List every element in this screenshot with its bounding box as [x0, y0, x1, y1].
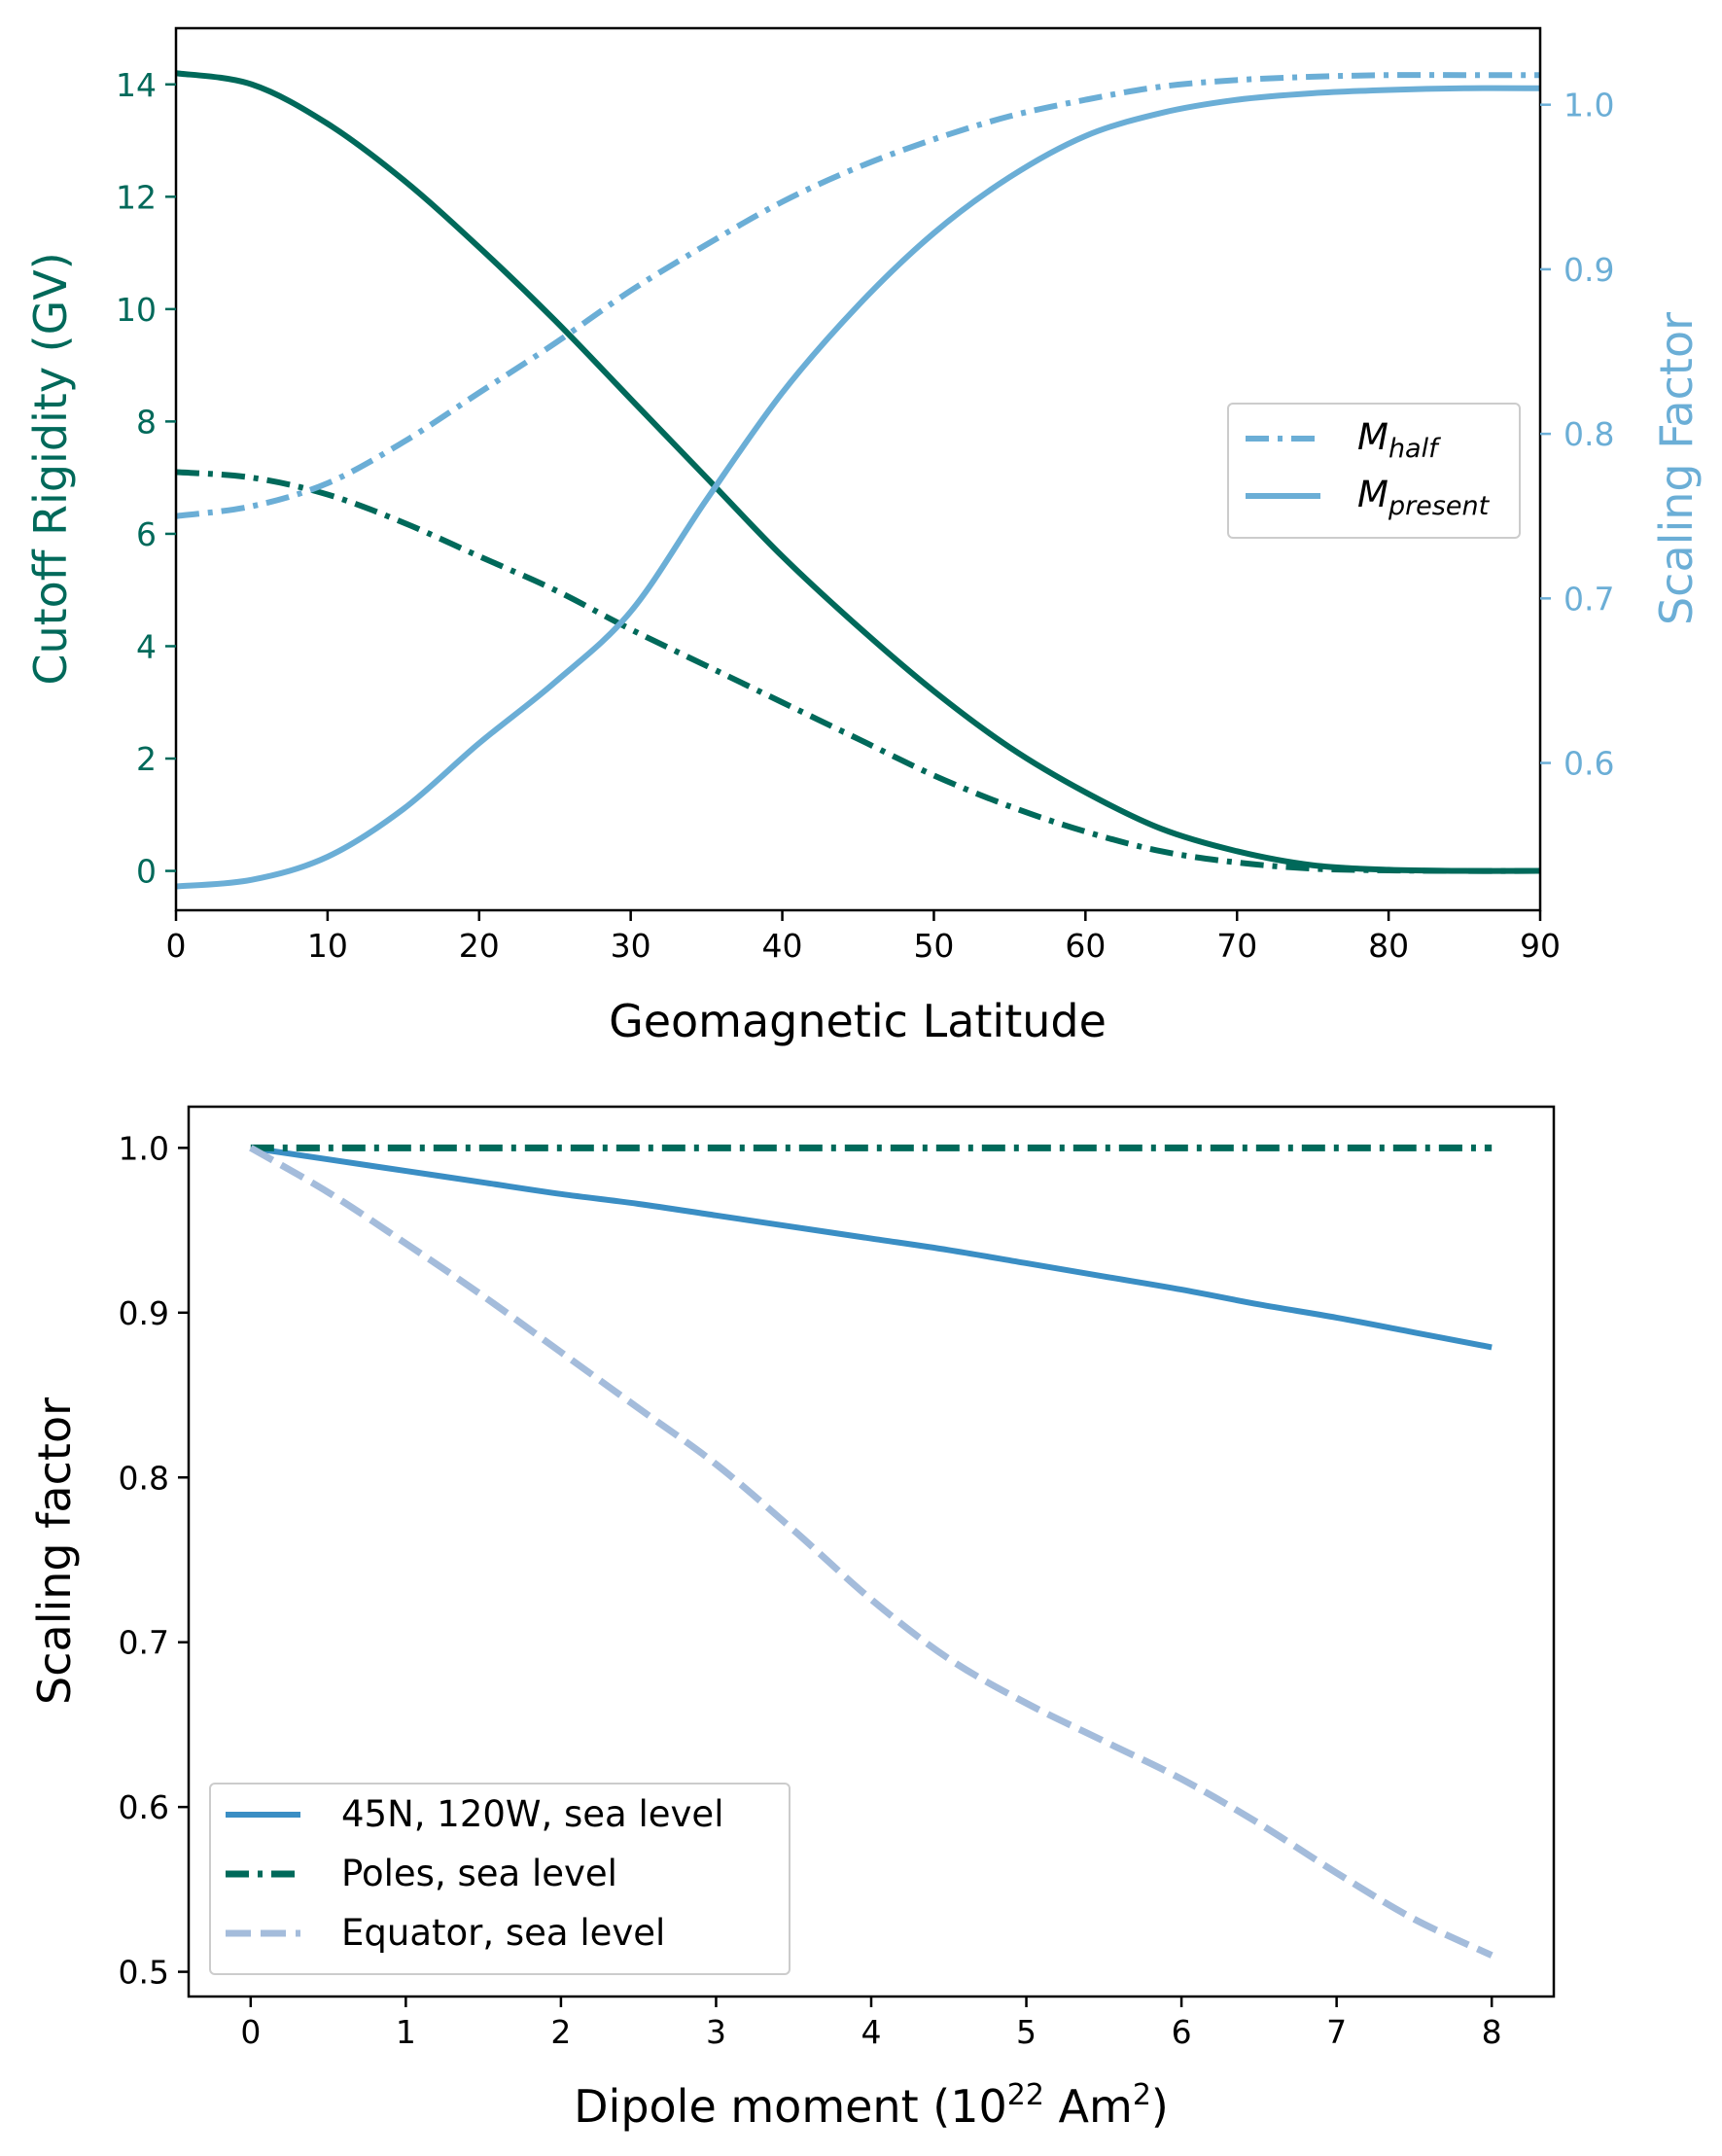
top-x-tick-label-7: 70: [1216, 927, 1257, 965]
bottom-series-line-0: [250, 1145, 1493, 1351]
bottom-legend: 45N, 120W, sea level Poles, sea level Eq…: [209, 1783, 791, 1975]
top-y-ticks-right: 0.6 0.7 0.8 0.9 1.0: [1540, 87, 1614, 783]
bottom-legend-label-poles: Poles, sea level: [341, 1853, 617, 1894]
bottom-legend-box: [209, 1783, 791, 1975]
bottom-x-tick-label-0: 0: [240, 2013, 261, 2051]
top-y-tick-label-2: 4: [136, 627, 157, 665]
top-series-line-0: [175, 70, 1541, 874]
top-series-line-3: [175, 72, 1540, 519]
bottom-y-axis-label: Scaling factor: [28, 1397, 81, 1705]
top-series-line-2: [175, 85, 1541, 890]
top-y-tick-label-5: 10: [116, 291, 157, 329]
top-y-right-tick-label-0: 0.6: [1564, 745, 1614, 783]
bottom-x-tick-label-3: 3: [706, 2013, 726, 2051]
top-x-tick-label-0: 0: [166, 927, 187, 965]
bottom-x-tick-label-7: 7: [1326, 2013, 1347, 2051]
top-y-right-tick-label-3: 0.9: [1564, 251, 1614, 289]
bottom-y-tick-label-4: 0.9: [119, 1294, 169, 1332]
bottom-y-tick-label-1: 0.6: [119, 1788, 169, 1826]
top-y-right-tick-label-1: 0.7: [1564, 580, 1614, 618]
top-y-right-tick-label-4: 1.0: [1564, 87, 1614, 124]
bottom-series-group: [249, 1144, 1494, 1959]
bottom-x-tick-label-2: 2: [550, 2013, 571, 2051]
top-x-tick-label-3: 30: [611, 927, 651, 965]
bottom-x-tick-label-6: 6: [1172, 2013, 1192, 2051]
top-x-ticks: 0 10 20 30 40 50 60 70 80 90: [166, 910, 1561, 965]
top-y-tick-label-3: 6: [136, 515, 157, 553]
top-y-axis-label: Cutoff Rigidity (GV): [24, 252, 77, 685]
top-y-tick-label-6: 12: [116, 178, 157, 216]
top-x-axis-label: Geomagnetic Latitude: [609, 995, 1107, 1047]
top-x-tick-label-6: 60: [1065, 927, 1106, 965]
top-x-tick-label-5: 50: [913, 927, 954, 965]
top-y-ticks: 0 2 4 6 8 10 12 14: [116, 66, 176, 891]
bottom-y-ticks: 0.5 0.6 0.7 0.8 0.9 1.0: [119, 1129, 189, 1992]
top-plot-frame: [174, 26, 1542, 912]
top-y-axis-label-right: Scaling Factor: [1650, 312, 1703, 625]
bottom-x-tick-label-5: 5: [1016, 2013, 1037, 2051]
top-series-group: [175, 70, 1541, 890]
top-x-tick-label-8: 80: [1368, 927, 1409, 965]
top-legend-label-present: Mpresent: [1357, 474, 1491, 521]
top-x-tick-label-4: 40: [762, 927, 803, 965]
bottom-x-tick-label-1: 1: [396, 2013, 416, 2051]
top-y-tick-label-4: 8: [136, 403, 157, 441]
top-x-tick-label-9: 90: [1520, 927, 1561, 965]
top-series-line-1: [175, 469, 1541, 874]
bottom-y-tick-label-2: 0.7: [119, 1624, 169, 1662]
top-x-tick-label-1: 10: [307, 927, 348, 965]
top-legend-label-half: Mhalf: [1357, 416, 1441, 464]
bottom-chart: 0 1 2 3 4 5 6 7 8 0.5 0.6 0.7 0.8 0.9 1.0 Dipole mome…: [28, 1105, 1556, 2133]
top-y-tick-label-1: 2: [136, 740, 157, 778]
bottom-y-tick-label-3: 0.8: [119, 1459, 169, 1497]
bottom-legend-label-45n: 45N, 120W, sea level: [341, 1793, 723, 1835]
bottom-x-tick-label-4: 4: [861, 2013, 882, 2051]
bottom-legend-label-equator: Equator, sea level: [341, 1912, 665, 1954]
bottom-x-ticks: 0 1 2 3 4 5 6 7 8: [240, 1997, 1502, 2051]
bottom-y-tick-label-5: 1.0: [119, 1129, 169, 1167]
bottom-x-axis-label: Dipole moment (1022 Am2): [574, 2078, 1169, 2133]
top-y-tick-label-7: 14: [116, 66, 157, 104]
bottom-series-line-2: [249, 1145, 1494, 1959]
top-y-right-tick-label-2: 0.8: [1564, 415, 1614, 453]
top-y-tick-label-0: 0: [136, 853, 157, 891]
top-x-tick-label-2: 20: [459, 927, 500, 965]
bottom-y-tick-label-0: 0.5: [119, 1954, 169, 1992]
bottom-x-tick-label-8: 8: [1482, 2013, 1502, 2051]
top-legend: Mhalf Mpresent: [1227, 403, 1521, 539]
